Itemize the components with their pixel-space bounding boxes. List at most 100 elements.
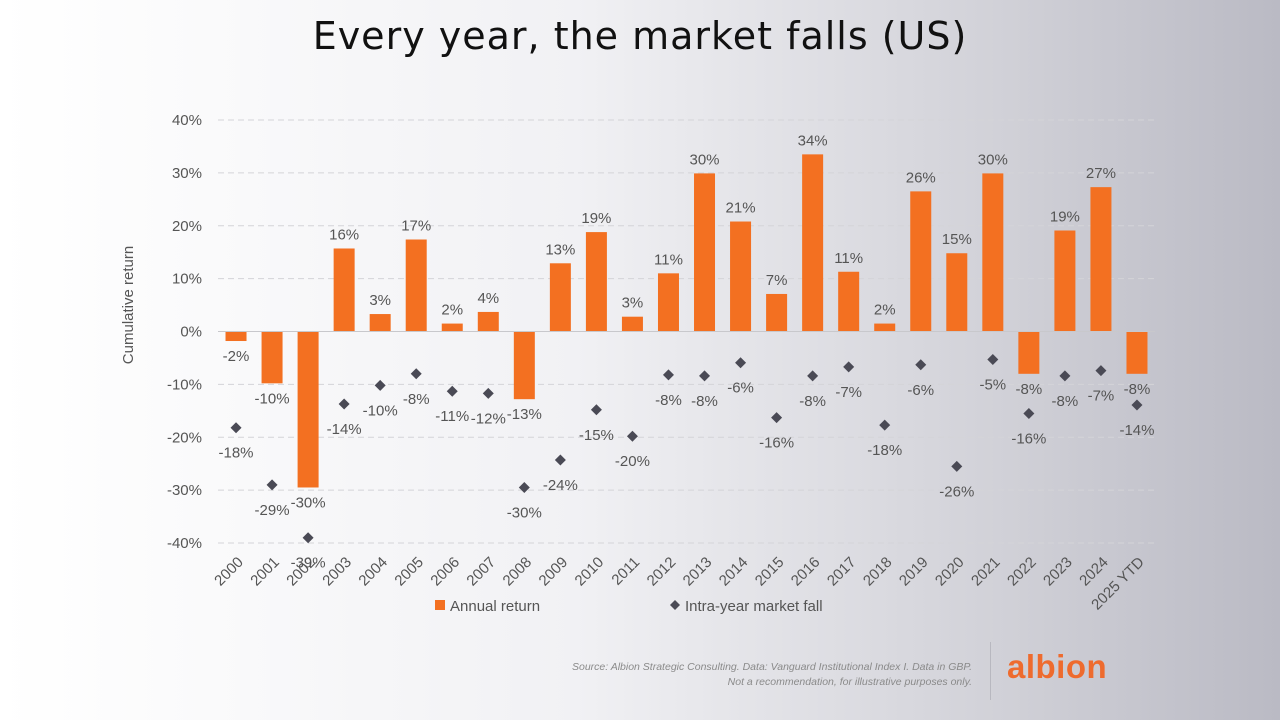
bar-2023 [1054,230,1076,332]
marker-label: -24% [543,477,578,494]
y-tick-label: 0% [180,324,202,341]
legend: Annual return Intra-year market fall [435,598,823,615]
bar-label: -10% [255,390,290,407]
marker-label: -11% [435,408,469,425]
x-tick-label: 2006 [427,554,463,590]
bar-label: -30% [291,494,326,511]
bar-2012 [657,273,679,332]
marker-2023 [1059,370,1071,382]
marker-label: -8% [1052,393,1079,410]
bar-label: -8% [1016,381,1043,398]
x-tick-label: 2016 [788,554,824,590]
bar-2024 [1090,187,1112,332]
bar-2017 [838,271,860,332]
y-tick-label: -10% [167,376,202,393]
bar-label: 27% [1086,165,1116,182]
x-tick-label: 2005 [391,554,427,590]
marker-label: -5% [979,377,1006,394]
bar-2009 [549,263,571,332]
bar-2015 [766,293,788,332]
legend-label-intra-year-fall: Intra-year market fall [685,598,823,615]
marker-label: -18% [867,442,902,459]
y-tick-label: 30% [172,165,202,182]
bar-2006 [441,323,463,332]
x-tick-label: 2013 [680,554,716,590]
marker-2022 [1023,407,1035,419]
bar-label: 11% [654,251,683,268]
bar-2021 [982,173,1004,332]
bar-label: 2% [441,302,463,319]
x-tick-label: 2021 [968,554,1004,590]
bar-2008 [513,331,535,400]
y-tick-label: 20% [172,218,202,235]
bar-2025-YTD [1126,331,1148,374]
bar-label: -2% [223,348,250,365]
legend-swatch-annual-return [435,600,445,610]
bar-label: 16% [329,226,359,243]
bar-label: 3% [369,292,391,309]
marker-label: -29% [255,502,290,519]
bar-label: 34% [798,132,828,149]
bar-2002 [297,331,319,488]
bar-label: 11% [834,250,863,267]
marker-2001 [266,479,278,491]
marker-label: -7% [1088,388,1115,405]
bar-label: 7% [766,272,788,289]
bar-label: 17% [401,217,431,234]
marker-2014 [735,357,747,369]
marker-label: -8% [655,392,682,409]
marker-label: -16% [1011,430,1046,447]
bar-2010 [585,232,607,332]
x-tick-label: 2004 [355,554,391,590]
y-axis-ticks: 40% 30% 20% 10% 0% -10% -20% -30% -40% [167,112,202,552]
marker-2010 [590,404,602,416]
marker-label: -15% [579,427,614,444]
marker-2018 [879,419,891,431]
bar-2018 [874,323,896,332]
marker-label: -14% [327,421,362,438]
bar-2001 [261,331,283,384]
x-tick-label: 2014 [716,554,752,590]
marker-label: -10% [363,402,398,419]
x-tick-label: 2022 [1004,554,1040,590]
bar-2007 [477,311,499,332]
x-tick-label: 2018 [860,554,896,590]
marker-label: -12% [471,410,506,427]
footer-divider [990,642,991,700]
marker-2011 [626,430,638,442]
data-labels: -2%-18%-10%-29% -30%-39%16%-14%3%-10%17%-… [219,132,1155,571]
marker-2016 [807,370,819,382]
marker-label: -16% [759,435,794,452]
x-tick-label: 2001 [247,554,283,590]
marker-label: -6% [727,380,754,397]
marker-2007 [482,387,494,399]
intra-year-fall-markers [230,354,1143,544]
marker-2020 [951,460,963,472]
bar-label: 21% [726,200,756,217]
marker-2024 [1095,365,1107,377]
bar-label: 30% [978,151,1008,168]
x-tick-label: 2007 [463,554,499,590]
x-tick-label: 2012 [644,554,680,590]
x-axis-ticks: 2000 2001 2002 2003 2004 2005 2006 2007 2008 2009… [211,554,1148,614]
albion-logo: albion [1007,648,1108,685]
marker-label: -14% [1119,422,1154,439]
marker-label: -20% [615,453,650,470]
marker-2025-YTD [1131,399,1143,411]
y-tick-label: -30% [167,482,202,499]
marker-2013 [699,370,711,382]
x-tick-label: 2011 [608,554,643,589]
legend-label-annual-return: Annual return [450,598,540,615]
x-tick-label: 2015 [752,554,788,590]
marker-2021 [987,354,999,366]
bar-2000 [225,331,247,342]
bar-label: -8% [1124,381,1151,398]
marker-2005 [410,368,422,380]
marker-label: -6% [907,382,934,399]
marker-2019 [915,359,927,371]
bar-2022 [1018,331,1040,374]
x-tick-label: 2009 [536,554,572,590]
bar-2014 [730,221,752,332]
marker-label: -7% [835,384,862,401]
bar-2005 [405,239,427,332]
